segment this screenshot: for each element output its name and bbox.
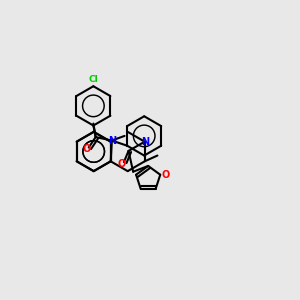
Text: N: N bbox=[108, 136, 116, 146]
Text: N: N bbox=[141, 137, 149, 147]
Text: O: O bbox=[161, 170, 170, 180]
Text: O: O bbox=[83, 144, 91, 154]
Text: O: O bbox=[118, 159, 126, 169]
Text: Cl: Cl bbox=[88, 75, 98, 84]
